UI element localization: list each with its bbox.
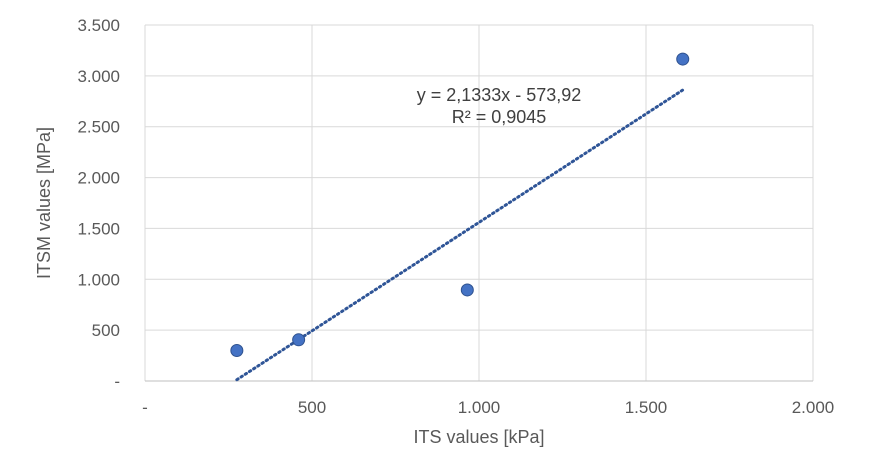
x-tick-label: 500 <box>298 398 326 417</box>
trendline-r-squared: R² = 0,9045 <box>452 107 547 127</box>
y-tick-label: 2.500 <box>77 118 120 137</box>
x-tick-label: 1.500 <box>625 398 668 417</box>
y-axis-title: ITSM values [MPa] <box>34 127 54 279</box>
x-tick-label: 2.000 <box>792 398 835 417</box>
data-point <box>292 333 306 347</box>
data-point <box>460 283 474 297</box>
y-tick-label: - <box>114 372 120 391</box>
y-tick-label: 3.500 <box>77 16 120 35</box>
data-points <box>230 52 690 357</box>
x-tick-label: 1.000 <box>458 398 501 417</box>
data-point <box>230 343 244 357</box>
x-axis-tick-labels: - 500 1.000 1.500 2.000 <box>142 398 834 417</box>
grid-lines <box>144 24 814 381</box>
y-tick-label: 1.500 <box>77 219 120 238</box>
y-tick-label: 2.000 <box>77 169 120 188</box>
y-axis-tick-labels: - 500 1.000 1.500 2.000 2.500 3.000 3.500 <box>77 16 120 391</box>
trendline-equation: y = 2,1333x - 573,92 <box>417 85 582 105</box>
y-tick-label: 1.000 <box>77 270 120 289</box>
x-tick-label: - <box>142 398 148 417</box>
y-tick-label: 500 <box>92 321 120 340</box>
data-point <box>676 52 690 66</box>
trendline <box>235 88 685 382</box>
y-tick-label: 3.000 <box>77 67 120 86</box>
x-axis-title: ITS values [kPa] <box>413 427 544 447</box>
